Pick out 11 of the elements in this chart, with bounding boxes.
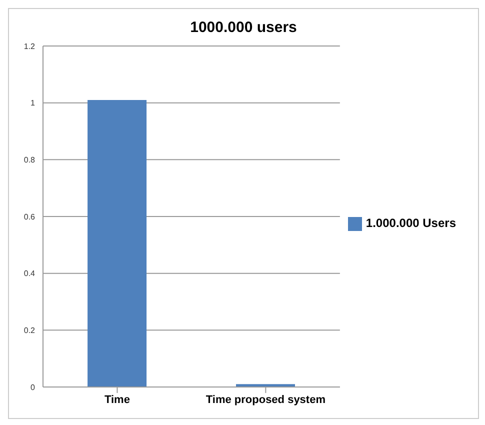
y-tick-label: 1.2 — [24, 42, 36, 51]
y-tick-label: 0.2 — [24, 326, 36, 336]
y-tick-label: 1 — [30, 98, 36, 108]
chart-title: 1000.000 users — [189, 19, 298, 36]
y-tick-label: 0 — [30, 382, 36, 392]
x-tick-label: Time proposed system — [206, 394, 326, 406]
x-tick-label: Time — [104, 394, 130, 406]
y-tick-label: 0.4 — [24, 269, 36, 278]
y-tick-label: 0.8 — [24, 156, 36, 165]
legend-label: 1.000.000 Users — [366, 216, 456, 230]
y-tick-label: 0.6 — [24, 212, 36, 222]
